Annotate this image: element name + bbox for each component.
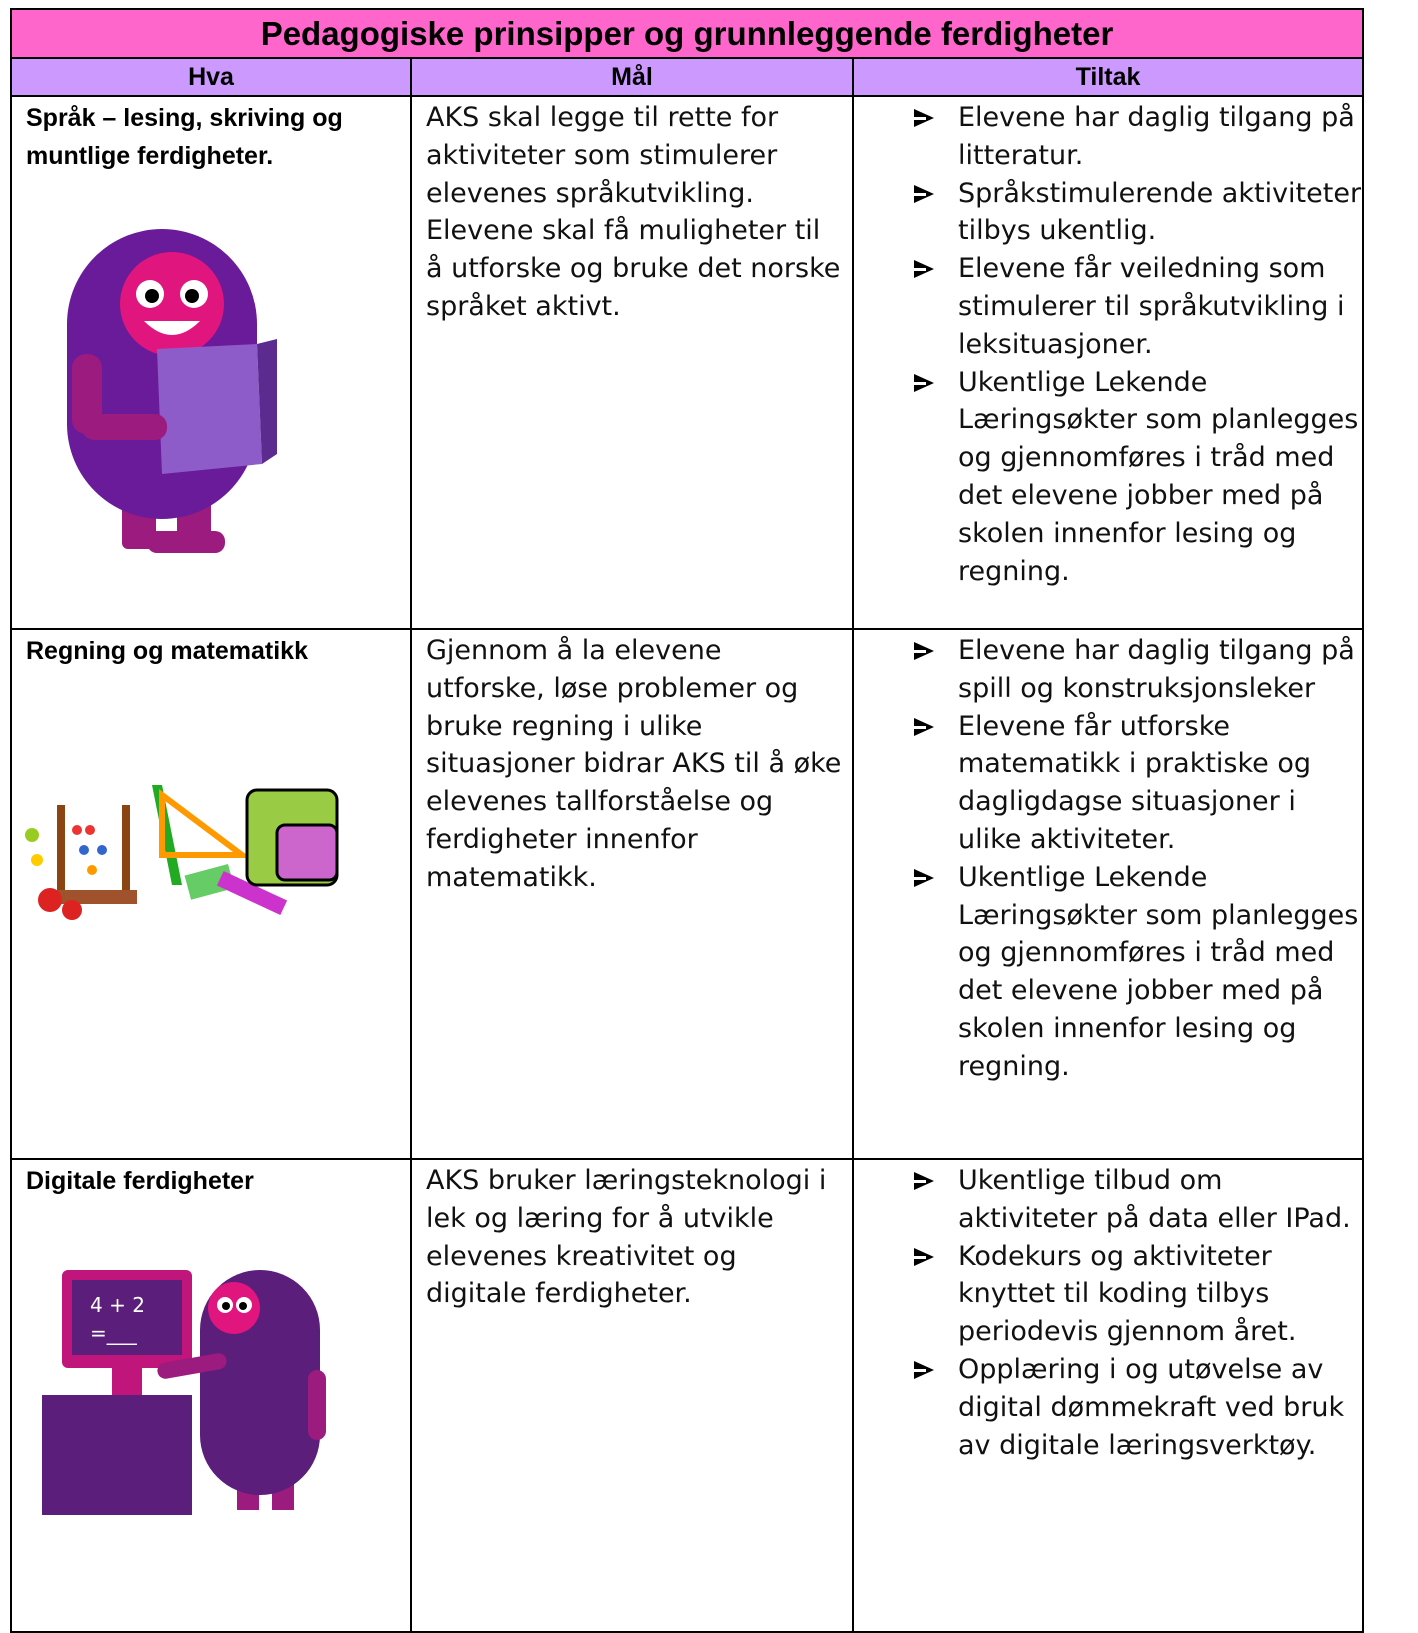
measure-list: Ukentlige tilbud om aktiviteter på data … bbox=[854, 1162, 1362, 1464]
goal-text: AKS bruker læringsteknologi i lek og lær… bbox=[410, 1158, 854, 1633]
row-label: Språk – lesing, skriving og muntlige fer… bbox=[26, 104, 343, 170]
measure-item: Ukentlige Lekende Læringsøkter som planl… bbox=[914, 364, 1362, 591]
cell: Språk – lesing, skriving og muntlige fer… bbox=[10, 95, 412, 630]
principles-table: Pedagogiske prinsipper og grunnleggende … bbox=[10, 8, 1364, 1633]
svg-text:4 + 2: 4 + 2 bbox=[90, 1293, 145, 1317]
measure-item: Ukentlige Lekende Læringsøkter som planl… bbox=[914, 859, 1362, 1086]
cell: Elevene har daglig tilgang på litteratur… bbox=[852, 95, 1364, 630]
measure-list: Elevene har daglig tilgang på spill og k… bbox=[854, 632, 1362, 1086]
column-header: Mål bbox=[410, 57, 854, 97]
column-header: Hva bbox=[10, 57, 412, 97]
table-title: Pedagogiske prinsipper og grunnleggende … bbox=[10, 8, 1364, 59]
row-label: Regning og matematikk bbox=[26, 637, 308, 665]
measure-item: Ukentlige tilbud om aktiviteter på data … bbox=[914, 1162, 1362, 1238]
cell: Elevene har daglig tilgang på spill og k… bbox=[852, 628, 1364, 1160]
measure-item: Språkstimulerende aktiviteter tilbys uke… bbox=[914, 175, 1362, 251]
measure-item: Elevene har daglig tilgang på litteratur… bbox=[914, 99, 1362, 175]
cell: Regning og matematikk bbox=[10, 628, 412, 1160]
measure-list: Elevene har daglig tilgang på litteratur… bbox=[854, 99, 1362, 590]
svg-text:=___: =___ bbox=[90, 1321, 138, 1345]
measure-item: Elevene får utforske matematikk i prakti… bbox=[914, 708, 1362, 859]
digital-illustration: 4 + 2 =___ bbox=[42, 1270, 326, 1515]
measure-item: Kodekurs og aktiviteter knyttet til kodi… bbox=[914, 1238, 1362, 1351]
goal-text: Gjennom å la elevene utforske, løse prob… bbox=[410, 628, 854, 1160]
row-label: Digitale ferdigheter bbox=[26, 1167, 254, 1195]
goal-text: AKS skal legge til rette for aktiviteter… bbox=[410, 95, 854, 630]
column-header: Tiltak bbox=[852, 57, 1364, 97]
math-illustration bbox=[25, 785, 339, 920]
measure-item: Elevene får veiledning som stimulerer ti… bbox=[914, 250, 1362, 363]
cell: Ukentlige tilbud om aktiviteter på data … bbox=[852, 1158, 1364, 1633]
reading-illustration bbox=[67, 229, 277, 553]
measure-item: Opplæring i og utøvelse av digital dømme… bbox=[914, 1351, 1362, 1464]
measure-item: Elevene har daglig tilgang på spill og k… bbox=[914, 632, 1362, 708]
cell: Digitale ferdigheter 4 + 2 =___ bbox=[10, 1158, 412, 1633]
